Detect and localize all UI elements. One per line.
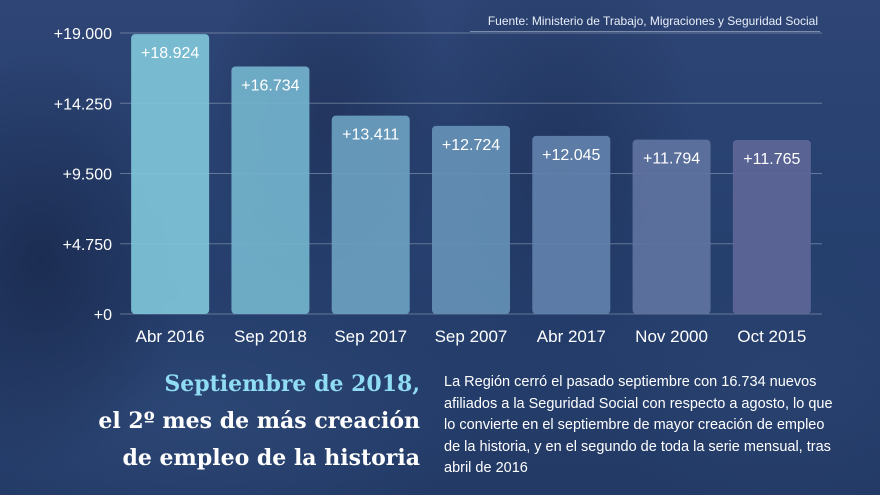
headline: Septiembre de 2018, el 2º mes de más cre…: [20, 366, 420, 477]
x-tick-label: Sep 2007: [435, 327, 508, 346]
bar-value-label: +12.045: [542, 147, 600, 164]
x-tick-label: Abr 2017: [537, 327, 606, 346]
bar-chart: +0 +4.750 +9.500 +14.250 +19.000 +18.924 Abr 2…: [54, 26, 822, 346]
body-paragraph: La Región cerró el pasado septiembre con…: [444, 374, 833, 476]
x-tick-label: Abr 2016: [136, 327, 205, 346]
bar-value-label: +16.734: [241, 78, 299, 95]
bar: [331, 115, 410, 314]
bar-value-label: +12.724: [442, 137, 500, 154]
x-tick-label: Oct 2015: [737, 327, 806, 346]
headline-line-1: Septiembre de 2018,: [164, 371, 420, 397]
y-tick-label: +4.750: [63, 237, 112, 254]
source-note: Fuente: Ministerio de Trabajo, Migracion…: [487, 14, 818, 28]
bar: [231, 66, 310, 315]
bar: [732, 140, 811, 314]
bar: [432, 125, 510, 315]
headline-line-3: de empleo de la historia: [122, 445, 420, 471]
source-divider: [470, 31, 820, 32]
bar-value-label: +13.411: [342, 127, 399, 144]
x-tick-label: Nov 2000: [635, 327, 708, 346]
bar-value-label: +11.765: [743, 151, 800, 168]
y-tick-label: +19.000: [54, 26, 112, 43]
bar-value-label: +11.794: [643, 151, 700, 168]
y-tick-label: +14.250: [54, 96, 112, 113]
y-tick-label: +0: [94, 307, 112, 324]
headline-line-2: el 2º mes de más creación: [98, 408, 420, 434]
y-tick-label: +9.500: [63, 167, 112, 184]
x-tick-label: Sep 2017: [334, 327, 407, 346]
bar: [532, 135, 611, 314]
x-tick-label: Sep 2018: [234, 327, 307, 346]
bar: [131, 34, 210, 315]
bar: [632, 139, 711, 314]
bar-value-label: +18.924: [141, 45, 199, 62]
